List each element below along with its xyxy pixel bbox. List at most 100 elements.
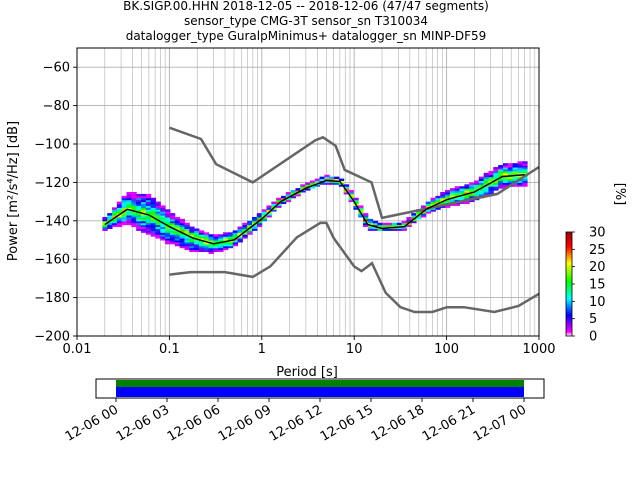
heatmap-cell — [237, 236, 243, 239]
heatmap-cell — [126, 197, 132, 201]
heatmap-cell — [184, 238, 190, 241]
heatmap-cell — [141, 220, 147, 224]
heatmap-cell — [435, 203, 441, 206]
heatmap-cell — [160, 207, 166, 210]
heatmap-cell — [367, 220, 374, 224]
heatmap-cell — [285, 199, 292, 203]
heatmap-cell — [387, 228, 393, 231]
heatmap-cell — [141, 193, 147, 197]
heatmap-cell — [502, 180, 509, 183]
heatmap-cell — [247, 222, 253, 226]
heatmap-cell — [440, 205, 446, 208]
heatmap-cell — [174, 243, 181, 247]
heatmap-cell — [169, 230, 176, 233]
heatmap-cell — [483, 172, 489, 176]
heatmap-cell — [160, 228, 166, 231]
heatmap-cell — [189, 226, 195, 229]
heatmap-cell — [218, 247, 224, 251]
heatmap-cell — [208, 249, 214, 253]
heatmap-cell — [227, 241, 234, 245]
heatmap-cell — [411, 218, 417, 222]
heatmap-cell — [363, 216, 369, 220]
heatmap-cell — [141, 203, 147, 206]
heatmap-cell — [194, 234, 200, 237]
heatmap-cell — [266, 205, 272, 208]
heatmap-cell — [425, 211, 432, 214]
heatmap-cell — [155, 205, 161, 208]
heatmap-cell — [155, 216, 161, 220]
heatmap-cell — [512, 170, 518, 174]
heatmap-cell — [165, 222, 171, 226]
heatmap-cell — [145, 215, 152, 218]
heatmap-cell — [141, 199, 147, 203]
coverage-data-bar — [116, 387, 524, 397]
heatmap-cell — [160, 230, 166, 233]
heatmap-cell — [261, 211, 267, 214]
heatmap-cell — [160, 215, 166, 218]
heatmap-cell — [150, 234, 156, 237]
heatmap-cell — [179, 240, 185, 243]
heatmap-cell — [121, 218, 128, 222]
time-tick-label: 12-06 03 — [114, 402, 172, 444]
heatmap-cell — [213, 236, 219, 239]
heatmap-cell — [174, 216, 181, 220]
heatmap-cell — [150, 199, 156, 203]
heatmap-cell — [232, 234, 239, 237]
heatmap-cell — [324, 174, 330, 178]
heatmap-cell — [478, 178, 485, 181]
heatmap-cell — [169, 232, 176, 235]
heatmap-cell — [116, 215, 123, 218]
heatmap-cell — [232, 241, 239, 245]
heatmap-cell — [464, 201, 470, 205]
heatmap-cell — [150, 215, 156, 218]
heatmap-cell — [440, 192, 446, 195]
heatmap-cell — [459, 188, 465, 191]
heatmap-cell — [121, 207, 128, 210]
heatmap-cell — [165, 232, 171, 235]
heatmap-cell — [493, 182, 499, 185]
heatmap-cell — [141, 216, 147, 220]
heatmap-cell — [454, 197, 461, 201]
heatmap-cell — [150, 226, 156, 229]
heatmap-cell — [305, 184, 311, 187]
heatmap-cell — [290, 192, 296, 195]
heatmap-cell — [464, 192, 470, 195]
heatmap-cell — [155, 211, 161, 214]
heatmap-cell — [343, 192, 350, 195]
heatmap-cell — [324, 180, 330, 183]
heatmap-cell — [184, 247, 190, 251]
heatmap-cell — [160, 238, 166, 241]
heatmap-cell — [126, 218, 132, 222]
heatmap-cell — [169, 218, 176, 222]
heatmap-cell — [367, 222, 374, 226]
colorbar-ticks: 0 5 10 15 20 25 30 — [572, 226, 606, 345]
heatmap-cell — [136, 197, 142, 201]
heatmap-cell — [136, 224, 142, 228]
heatmap-cell — [478, 193, 485, 197]
heatmap-cell — [121, 205, 128, 208]
heatmap-cell — [329, 176, 335, 180]
heatmap-cell — [237, 232, 243, 235]
heatmap-cell — [493, 174, 499, 178]
heatmap-cell — [121, 199, 128, 203]
heatmap-cell — [112, 220, 118, 224]
heatmap-cell — [136, 201, 142, 205]
heatmap-cell — [445, 193, 451, 197]
heatmap-cell — [150, 213, 156, 216]
heatmap-cell — [112, 215, 118, 218]
heatmap-cell — [131, 215, 137, 218]
heatmap-cell — [116, 205, 123, 208]
heatmap-cell — [184, 224, 190, 228]
heatmap-cell — [189, 245, 195, 249]
heatmap-cell — [401, 228, 407, 231]
heatmap-cell — [416, 215, 422, 218]
heatmap-cell — [145, 228, 152, 231]
heatmap-cell — [213, 238, 219, 241]
heatmap-cell — [160, 220, 166, 224]
heatmap-cell — [367, 228, 374, 231]
heatmap-cell — [252, 216, 258, 220]
heatmap-cell — [179, 236, 185, 239]
heatmap-cell — [430, 203, 436, 206]
